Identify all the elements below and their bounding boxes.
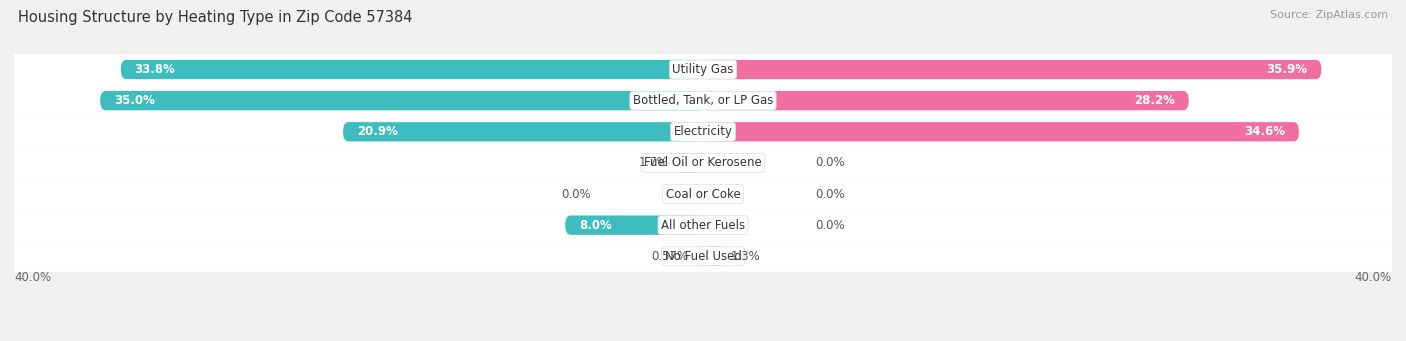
FancyBboxPatch shape — [673, 153, 703, 173]
Legend: Owner-occupied, Renter-occupied: Owner-occupied, Renter-occupied — [568, 339, 838, 341]
Text: 34.6%: 34.6% — [1244, 125, 1285, 138]
Text: Fuel Oil or Kerosene: Fuel Oil or Kerosene — [644, 157, 762, 169]
Text: 0.0%: 0.0% — [815, 188, 845, 201]
FancyBboxPatch shape — [343, 122, 703, 142]
Text: No Fuel Used: No Fuel Used — [665, 250, 741, 263]
FancyBboxPatch shape — [6, 178, 1400, 210]
FancyBboxPatch shape — [703, 122, 1299, 142]
FancyBboxPatch shape — [703, 91, 1188, 110]
FancyBboxPatch shape — [565, 216, 703, 235]
FancyBboxPatch shape — [6, 210, 1400, 241]
Text: Utility Gas: Utility Gas — [672, 63, 734, 76]
FancyBboxPatch shape — [6, 85, 1400, 116]
Text: 0.0%: 0.0% — [815, 157, 845, 169]
FancyBboxPatch shape — [703, 247, 725, 266]
Text: 0.57%: 0.57% — [651, 250, 688, 263]
Text: 28.2%: 28.2% — [1135, 94, 1175, 107]
FancyBboxPatch shape — [121, 60, 703, 79]
Text: Source: ZipAtlas.com: Source: ZipAtlas.com — [1270, 10, 1388, 20]
FancyBboxPatch shape — [100, 91, 703, 110]
FancyBboxPatch shape — [703, 60, 1322, 79]
Text: Electricity: Electricity — [673, 125, 733, 138]
Text: 0.0%: 0.0% — [561, 188, 591, 201]
Text: Bottled, Tank, or LP Gas: Bottled, Tank, or LP Gas — [633, 94, 773, 107]
Text: 1.3%: 1.3% — [731, 250, 761, 263]
FancyBboxPatch shape — [6, 241, 1400, 272]
Text: 1.7%: 1.7% — [638, 157, 669, 169]
Text: Coal or Coke: Coal or Coke — [665, 188, 741, 201]
Text: 0.0%: 0.0% — [815, 219, 845, 232]
Text: 40.0%: 40.0% — [1355, 271, 1392, 284]
Text: 40.0%: 40.0% — [14, 271, 51, 284]
FancyBboxPatch shape — [693, 247, 703, 266]
Text: 35.9%: 35.9% — [1267, 63, 1308, 76]
Text: 33.8%: 33.8% — [135, 63, 176, 76]
Text: 8.0%: 8.0% — [579, 219, 612, 232]
Text: 35.0%: 35.0% — [114, 94, 155, 107]
FancyBboxPatch shape — [6, 116, 1400, 147]
FancyBboxPatch shape — [6, 54, 1400, 85]
Text: All other Fuels: All other Fuels — [661, 219, 745, 232]
Text: 20.9%: 20.9% — [357, 125, 398, 138]
Text: Housing Structure by Heating Type in Zip Code 57384: Housing Structure by Heating Type in Zip… — [18, 10, 413, 25]
FancyBboxPatch shape — [6, 147, 1400, 178]
